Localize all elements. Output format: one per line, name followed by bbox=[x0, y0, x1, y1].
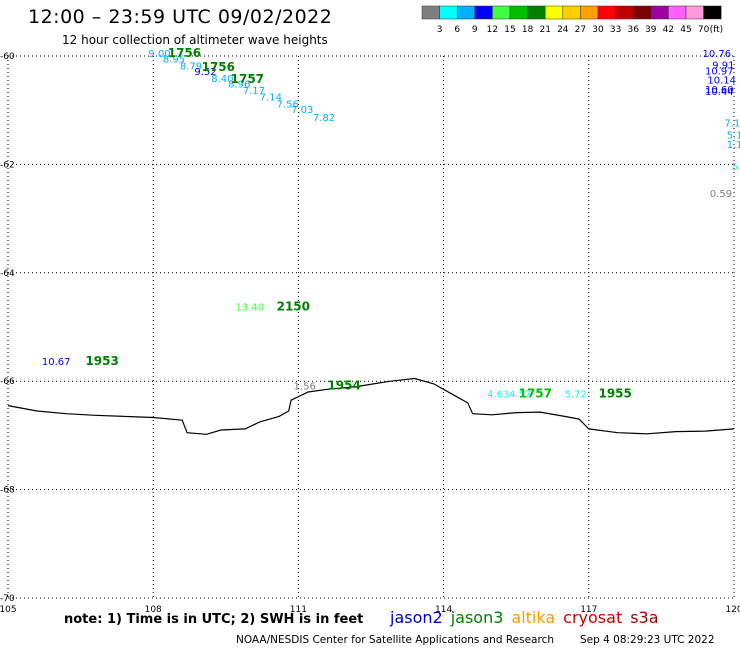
wave-height-value: 8.95 bbox=[163, 55, 185, 66]
colorbar-tick-label: 70 bbox=[698, 25, 710, 35]
wave-height-value: 7.14 bbox=[260, 92, 282, 103]
pass-time-label: 2150 bbox=[277, 300, 310, 314]
colorbar-unit-label: (ft) bbox=[710, 25, 724, 35]
mission-altika: altika bbox=[511, 608, 556, 627]
mission-cryosat: cryosat bbox=[563, 608, 623, 627]
colorbar-tick-label: 21 bbox=[539, 25, 550, 35]
wave-height-value: 9.00 bbox=[148, 49, 170, 60]
wave-height-value: 7.82 bbox=[313, 113, 335, 124]
wave-height-value: 0.59 bbox=[710, 189, 732, 200]
wave-height-value: 10.67 bbox=[42, 357, 71, 368]
wave-height-value: 1.56 bbox=[294, 381, 316, 392]
colorbar-tick-label: 27 bbox=[575, 25, 586, 35]
mission-s3a: s3a bbox=[630, 608, 659, 627]
colorbar-tick-label: 3 bbox=[437, 25, 443, 35]
lat-tick-label: -64 bbox=[0, 269, 15, 279]
colorbar-tick-label: 18 bbox=[522, 25, 534, 35]
lat-tick-label: -62 bbox=[0, 160, 15, 170]
mission-jason3: jason3 bbox=[450, 608, 504, 627]
map-title: 12:00 – 23:59 UTC 09/02/2022 bbox=[28, 6, 333, 28]
colorbar-tick-label: 45 bbox=[680, 25, 691, 35]
lon-tick-label: 120 bbox=[725, 605, 740, 615]
wave-height-value: 8.40 bbox=[211, 74, 233, 85]
lat-tick-label: -60 bbox=[0, 52, 15, 62]
wave-height-value: 9.91 bbox=[712, 60, 734, 71]
wave-height-value: 5. bbox=[732, 162, 740, 173]
wave-height-value: 10.44 bbox=[705, 87, 734, 98]
pass-time-label: 1756 bbox=[168, 46, 201, 60]
lon-tick-label: 117 bbox=[580, 605, 597, 615]
wave-height-value: 5.1 bbox=[727, 130, 740, 141]
pass-time-label: 1955 bbox=[598, 386, 631, 400]
pass-time-label: 1953 bbox=[85, 354, 118, 368]
lat-lon-grid bbox=[7, 55, 735, 599]
pass-time-label: 1954 bbox=[327, 378, 360, 392]
wave-height-value: 5.72 bbox=[565, 389, 587, 400]
colorbar-tick-label: 36 bbox=[627, 25, 639, 35]
colorbar-tick-label: 39 bbox=[645, 25, 657, 35]
wave-height-value: 8.96 bbox=[228, 79, 250, 90]
colorbar-tick-label: 9 bbox=[472, 25, 478, 35]
wave-height-value: 4.57 bbox=[509, 389, 531, 400]
lat-tick-label: -66 bbox=[0, 377, 15, 387]
wave-height-value: 13.40 bbox=[235, 303, 264, 314]
pass-time-label: 1757 bbox=[519, 386, 552, 400]
units-note: note: 1) Time is in UTC; 2) SWH is in fe… bbox=[64, 612, 364, 627]
lat-tick-label: -70 bbox=[0, 594, 15, 604]
wave-height-value: 4.63 bbox=[487, 389, 509, 400]
credit-line: NOAA/NESDIS Center for Satellite Applica… bbox=[236, 634, 554, 646]
wave-height-value: 10.97 bbox=[705, 66, 734, 77]
colorbar-tick-label: 15 bbox=[504, 25, 515, 35]
wave-height-labels: 9.008.958.799.528.408.967.177.147.567.03… bbox=[42, 49, 740, 400]
lon-tick-label: 105 bbox=[0, 605, 17, 615]
pass-time-label: 1756 bbox=[202, 60, 235, 74]
colorbar-swatch bbox=[703, 5, 722, 20]
colorbar-tick-label: 33 bbox=[610, 25, 621, 35]
mission-jason2: jason2 bbox=[390, 608, 443, 627]
lon-tick-label: 111 bbox=[290, 605, 307, 615]
wave-height-value: 10.60 bbox=[705, 85, 734, 96]
wave-height-value: 10.14 bbox=[707, 76, 736, 87]
colorbar-tick-label: 12 bbox=[487, 25, 498, 35]
colorbar-tick-label: 42 bbox=[663, 25, 674, 35]
map-subtitle: 12 hour collection of altimeter wave hei… bbox=[62, 33, 328, 47]
wave-height-value: 7.17 bbox=[243, 86, 265, 97]
coastline bbox=[7, 377, 735, 435]
wave-height-value: 1.1 bbox=[727, 140, 740, 151]
lat-tick-label: -68 bbox=[0, 486, 15, 496]
pass-time-label: 1757 bbox=[231, 72, 264, 86]
wave-height-value: 7.03 bbox=[291, 105, 313, 116]
colorbar-tick-label: 24 bbox=[557, 25, 569, 35]
wave-height-value: 8.79 bbox=[180, 62, 202, 73]
antarctic-coastline bbox=[7, 377, 735, 435]
credit-timestamp: Sep 4 08:29:23 UTC 2022 bbox=[580, 634, 715, 646]
wave-height-value: 10.76 bbox=[703, 49, 732, 60]
lon-tick-label: 108 bbox=[145, 605, 162, 615]
colorbar-tick-label: 6 bbox=[454, 25, 460, 35]
lon-tick-label: 114 bbox=[435, 605, 452, 615]
axis-tick-labels: 105 108 111 114 117 120 -60 -62 -64 -66 -68 -70 bbox=[0, 52, 740, 615]
wave-height-value: 7.1 bbox=[724, 118, 740, 129]
mission-legend: jason2 jason3 altika cryosat s3a bbox=[390, 608, 667, 627]
wave-height-colorbar: 3 6 9 12 15 18 21 24 27 30 33 36 39 42 45 70 (ft) bbox=[421, 5, 724, 35]
wave-height-value: 9.52 bbox=[194, 67, 216, 78]
colorbar-tick-label: 30 bbox=[592, 25, 604, 35]
wave-height-value: 7.56 bbox=[277, 99, 299, 110]
